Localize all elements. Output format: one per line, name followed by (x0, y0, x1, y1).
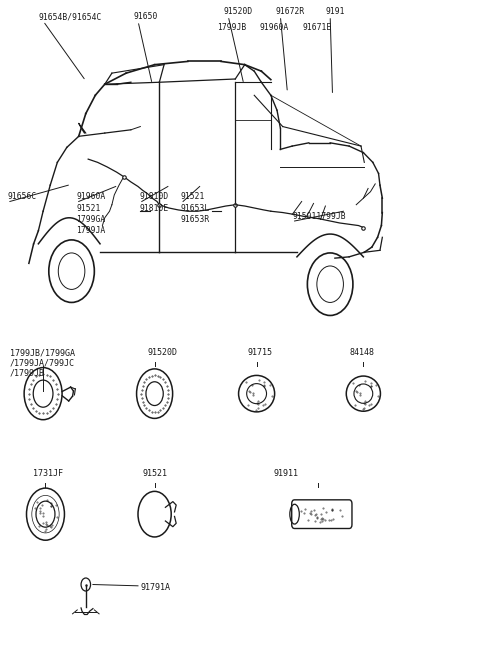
Text: 91521: 91521 (76, 204, 101, 213)
Text: 91520D: 91520D (223, 7, 252, 16)
Text: 91810E: 91810E (139, 204, 168, 213)
Text: 91671E: 91671E (302, 23, 332, 32)
Text: 1731JF: 1731JF (33, 468, 63, 478)
Text: 91650: 91650 (133, 12, 157, 21)
Text: 1799JA: 1799JA (76, 226, 106, 235)
Text: 9191: 9191 (325, 7, 345, 16)
Text: 91960A: 91960A (260, 23, 289, 32)
Text: 1799GA: 1799GA (76, 215, 106, 223)
Text: 91791A: 91791A (140, 583, 170, 591)
Text: 915011799JB: 915011799JB (292, 212, 346, 221)
Text: 91656C: 91656C (8, 193, 37, 202)
Text: 91520D: 91520D (147, 348, 178, 357)
Text: 1799JB/1799GA
/1799JA/799JC
/1799JB: 1799JB/1799GA /1799JA/799JC /1799JB (10, 348, 75, 378)
Text: 91911: 91911 (273, 468, 298, 478)
Text: 91810D: 91810D (139, 193, 168, 202)
Text: 91672R: 91672R (276, 7, 305, 16)
Text: 91521: 91521 (180, 193, 205, 202)
Text: 91521: 91521 (143, 468, 168, 478)
Text: 84148: 84148 (349, 348, 374, 357)
Text: 91715: 91715 (247, 348, 272, 357)
Text: 91960A: 91960A (76, 193, 106, 202)
Text: 91654B/91654C: 91654B/91654C (38, 12, 102, 21)
Text: 91653L: 91653L (180, 204, 210, 213)
Text: 1799JB: 1799JB (217, 23, 246, 32)
Text: 91653R: 91653R (180, 215, 210, 223)
